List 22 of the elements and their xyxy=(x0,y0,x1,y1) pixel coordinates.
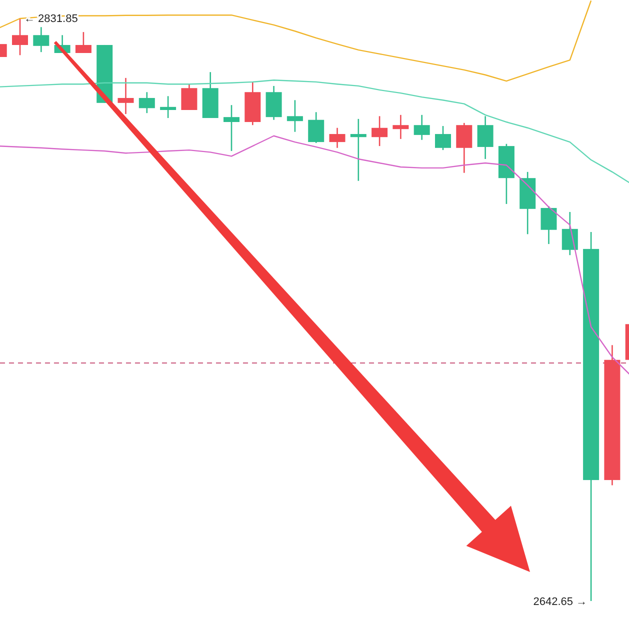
candlestick xyxy=(286,99,303,133)
candlestick xyxy=(138,91,155,114)
candlestick xyxy=(456,122,472,174)
candlestick xyxy=(435,125,451,151)
candlestick xyxy=(33,26,50,53)
candlestick xyxy=(12,17,28,56)
candlestick xyxy=(350,118,366,182)
candlestick xyxy=(181,83,198,111)
candlestick xyxy=(329,127,346,149)
candlestick xyxy=(562,211,578,256)
annotation: 2642.65 → xyxy=(533,596,588,608)
candlestick xyxy=(372,116,388,147)
candlestick xyxy=(160,95,176,119)
candlestick xyxy=(75,31,92,54)
candlestick xyxy=(477,116,494,160)
annotation: ← 2831.85 xyxy=(24,13,78,26)
candlestick xyxy=(118,77,134,115)
candlestick xyxy=(224,104,240,152)
candlestick xyxy=(540,205,557,245)
candlestick xyxy=(308,112,324,144)
candlestick xyxy=(392,114,409,140)
candlestick xyxy=(414,114,430,141)
